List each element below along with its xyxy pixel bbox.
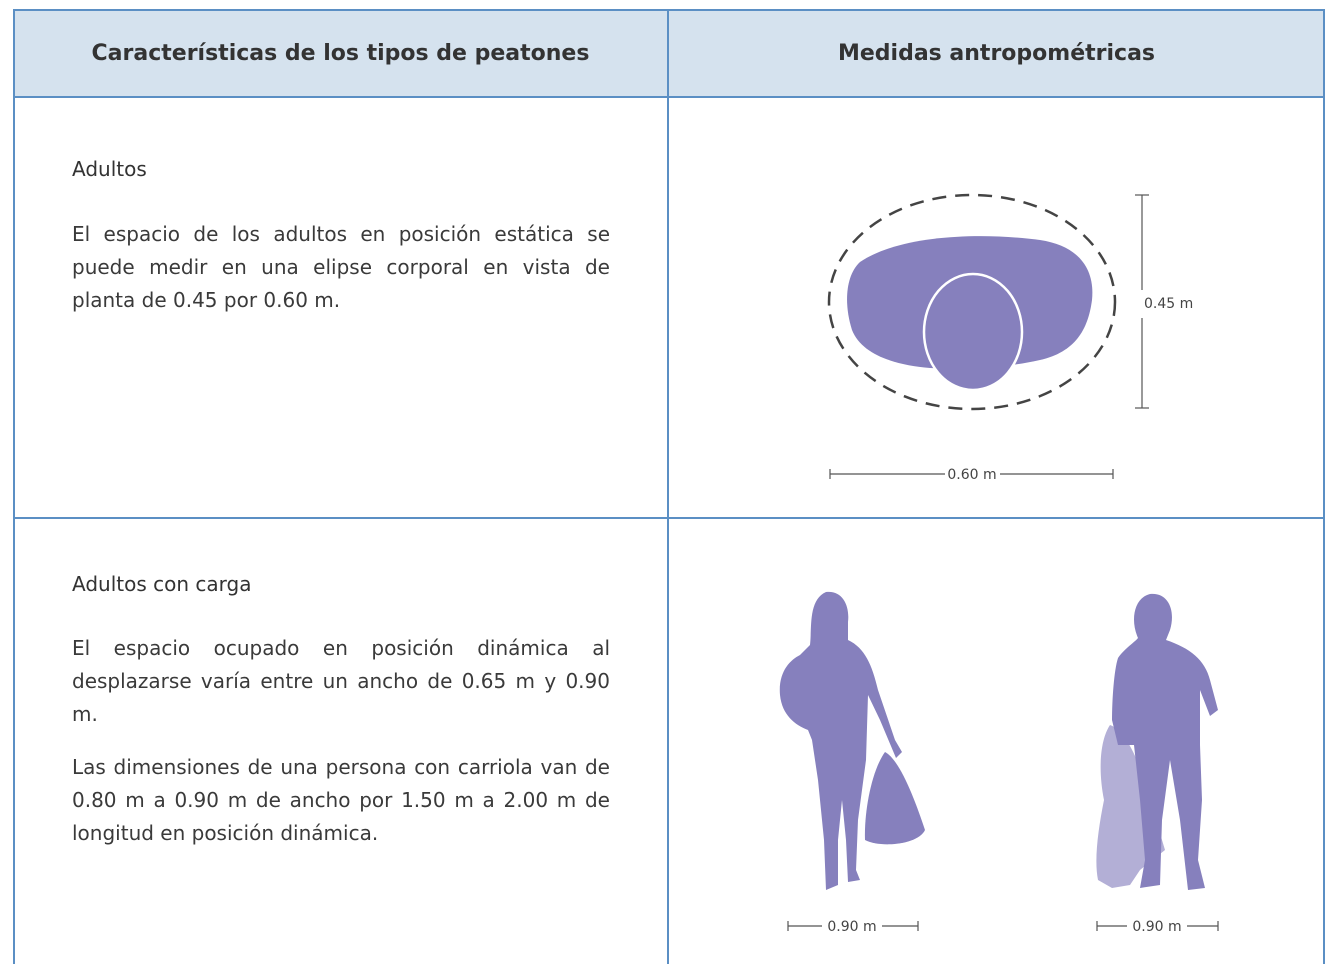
paragraph: El espacio ocupado en posición dinámica … <box>72 636 610 726</box>
dimension-label: 0.90 m <box>1132 919 1181 935</box>
woman-silhouette <box>779 591 925 890</box>
body-ellipse-diagram: 0.45 m 0.60 m <box>827 193 1193 483</box>
paragraph: Las dimensiones de una persona con carri… <box>72 755 610 845</box>
man-stroller-silhouette <box>1096 593 1218 890</box>
row-text: El espacio ocupado en posición dinámica … <box>72 632 610 870</box>
row-title: Adultos <box>72 157 147 181</box>
paragraph: El espacio de los adultos en posición es… <box>72 222 610 312</box>
dimension-lines <box>787 921 1219 931</box>
table-borders <box>13 9 1325 964</box>
header-text: Características de los tipos de peatones <box>91 41 590 66</box>
header-cell: Medidas antropométricas <box>668 10 1325 97</box>
row-title: Adultos con carga <box>72 572 252 596</box>
row-text: El espacio de los adultos en posición es… <box>72 218 610 337</box>
header-cell: Características de los tipos de peatones <box>13 10 668 97</box>
dimension-label: 0.60 m <box>947 467 996 483</box>
dimension-label: 0.90 m <box>827 919 876 935</box>
dimension-label: 0.45 m <box>1144 296 1193 312</box>
header-text: Medidas antropométricas <box>837 41 1156 66</box>
